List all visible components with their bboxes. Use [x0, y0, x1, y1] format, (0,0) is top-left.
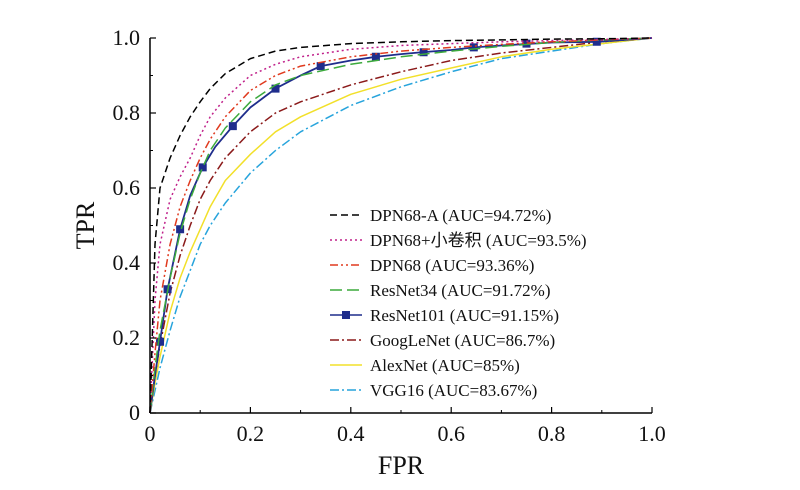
x-tick-label: 0.2 [237, 421, 265, 446]
x-tick-label: 0.8 [538, 421, 566, 446]
series-marker [228, 122, 237, 131]
series-line-3 [149, 37, 653, 414]
y-tick-label: 0.6 [113, 175, 141, 200]
series-marker [198, 163, 207, 172]
series-marker [419, 48, 428, 57]
legend-label-4: ResNet101 (AUC=91.15%) [370, 306, 559, 325]
legend: DPN68-A (AUC=94.72%) DPN68+小卷积 (AUC=93.5%… [330, 206, 587, 400]
x-axis-title: FPR [378, 451, 425, 480]
legend-label-1: DPN68+小卷积 (AUC=93.5%) [370, 231, 587, 250]
series-line-7 [149, 37, 653, 414]
series-marker [371, 52, 380, 61]
y-tick-label: 0 [129, 400, 140, 425]
series-line-0 [149, 37, 653, 414]
series-marker [316, 62, 325, 71]
x-tick-label: 0 [145, 421, 156, 446]
legend-label-3: ResNet34 (AUC=91.72%) [370, 281, 551, 300]
y-tick-label: 0.8 [113, 100, 141, 125]
ticks: 00 0.2 0.2 0.4 0.4 0.6 0.6 0.8 0.8 1.0 1.0 [113, 25, 666, 446]
series-line-1 [149, 37, 653, 414]
legend-label-0: DPN68-A (AUC=94.72%) [370, 206, 551, 225]
series-marker [469, 43, 478, 52]
series-marker [156, 337, 165, 346]
series-marker [592, 37, 601, 46]
y-tick-label: 0.4 [113, 250, 141, 275]
series-marker [271, 84, 280, 93]
series-marker [176, 225, 185, 234]
x-tick-label: 0.4 [337, 421, 365, 446]
legend-label-6: AlexNet (AUC=85%) [370, 356, 520, 375]
series-line-6 [149, 37, 653, 414]
legend-marker [342, 311, 350, 319]
legend-label-2: DPN68 (AUC=93.36%) [370, 256, 534, 275]
y-tick-label: 1.0 [113, 25, 141, 50]
series-line-2 [149, 37, 653, 414]
x-tick-label: 1.0 [638, 421, 666, 446]
y-tick-label: 0.2 [113, 325, 141, 350]
x-tick-label: 0.6 [437, 421, 465, 446]
legend-label-7: VGG16 (AUC=83.67%) [370, 381, 537, 400]
legend-label-5: GoogLeNet (AUC=86.7%) [370, 331, 555, 350]
plot-lines [149, 37, 653, 414]
series-marker [522, 39, 531, 48]
y-axis-title: TPR [71, 201, 100, 249]
